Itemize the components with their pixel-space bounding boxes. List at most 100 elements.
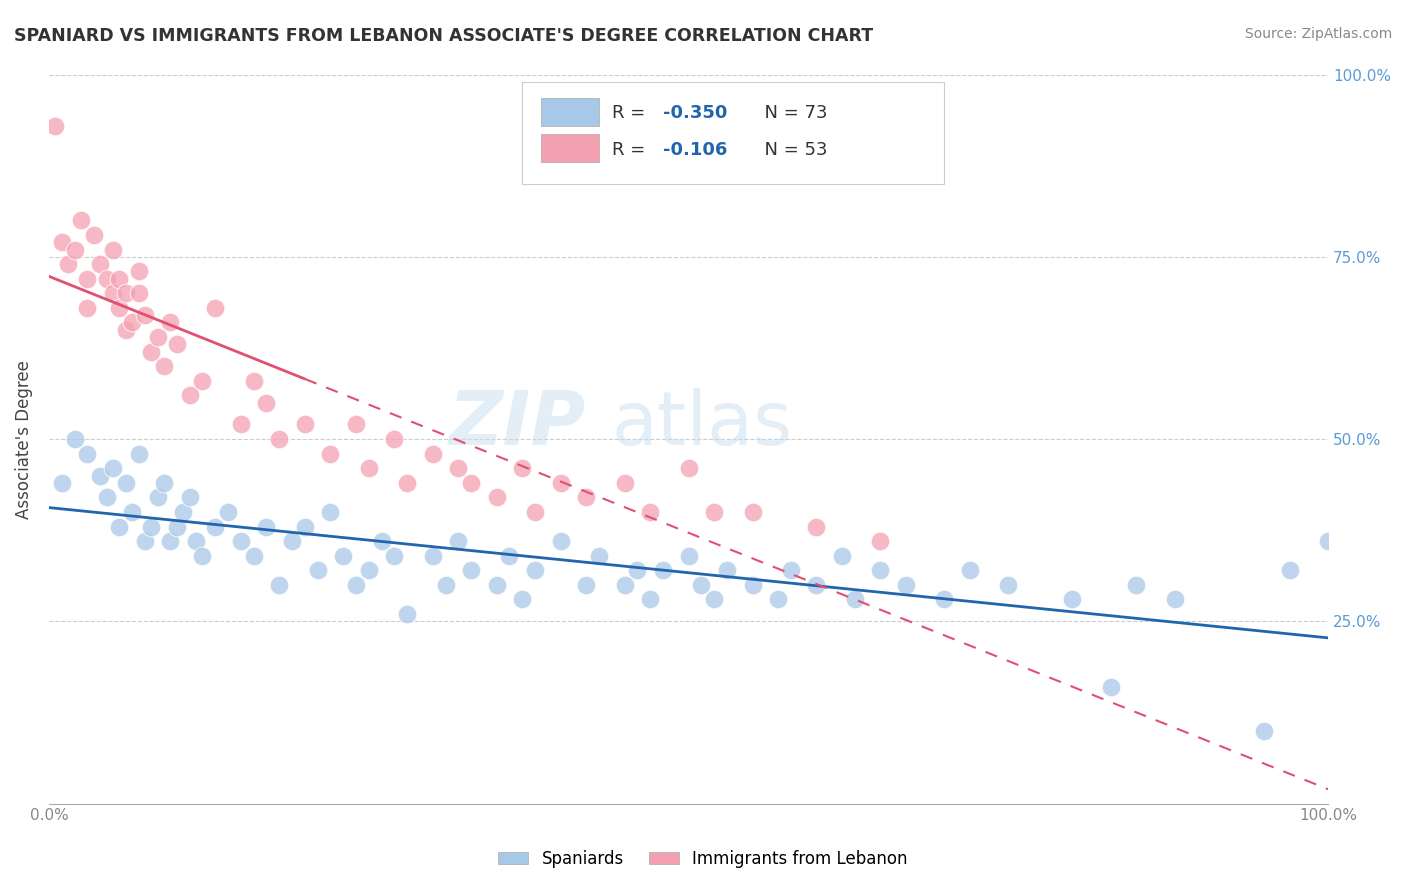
Point <box>588 549 610 563</box>
Point <box>229 534 252 549</box>
Y-axis label: Associate's Degree: Associate's Degree <box>15 359 32 518</box>
Point <box>179 388 201 402</box>
Point <box>76 271 98 285</box>
Point <box>766 592 789 607</box>
Legend: Spaniards, Immigrants from Lebanon: Spaniards, Immigrants from Lebanon <box>492 844 914 875</box>
Point <box>141 344 163 359</box>
Point <box>76 301 98 315</box>
Text: R =: R = <box>612 104 651 122</box>
Point <box>894 578 917 592</box>
Point <box>269 432 291 446</box>
Point <box>51 235 73 250</box>
Point <box>357 461 380 475</box>
Point <box>281 534 304 549</box>
Point <box>114 286 136 301</box>
Point <box>128 286 150 301</box>
Point <box>96 271 118 285</box>
Point <box>76 447 98 461</box>
Point <box>229 417 252 432</box>
Point <box>332 549 354 563</box>
Point <box>716 563 738 577</box>
Point <box>114 323 136 337</box>
Point <box>254 519 277 533</box>
Text: SPANIARD VS IMMIGRANTS FROM LEBANON ASSOCIATE'S DEGREE CORRELATION CHART: SPANIARD VS IMMIGRANTS FROM LEBANON ASSO… <box>14 27 873 45</box>
Point <box>396 475 419 490</box>
FancyBboxPatch shape <box>522 82 945 184</box>
Point <box>460 563 482 577</box>
Point <box>108 301 131 315</box>
Point <box>121 315 143 329</box>
Point <box>191 374 214 388</box>
Point <box>396 607 419 621</box>
Point <box>498 549 520 563</box>
Point <box>806 519 828 533</box>
Point <box>89 257 111 271</box>
Point <box>128 447 150 461</box>
Point <box>70 213 93 227</box>
Point <box>357 563 380 577</box>
Point <box>382 549 405 563</box>
FancyBboxPatch shape <box>541 135 599 162</box>
Text: ZIP: ZIP <box>449 388 586 461</box>
Point <box>626 563 648 577</box>
Point <box>56 257 79 271</box>
Point <box>447 461 470 475</box>
Point <box>678 549 700 563</box>
Point <box>422 447 444 461</box>
Point <box>114 475 136 490</box>
Point <box>108 519 131 533</box>
Point <box>166 337 188 351</box>
Point <box>184 534 207 549</box>
Point <box>550 534 572 549</box>
Point <box>959 563 981 577</box>
Point <box>575 491 598 505</box>
Point <box>179 491 201 505</box>
Text: -0.106: -0.106 <box>664 141 727 159</box>
Point <box>166 519 188 533</box>
Text: atlas: atlas <box>612 388 793 461</box>
Point <box>613 578 636 592</box>
Text: -0.350: -0.350 <box>664 104 727 122</box>
Point <box>191 549 214 563</box>
Point <box>254 395 277 409</box>
Point <box>613 475 636 490</box>
Point <box>159 315 181 329</box>
Point <box>690 578 713 592</box>
Point <box>153 475 176 490</box>
Point <box>1317 534 1340 549</box>
Point <box>806 578 828 592</box>
Point <box>382 432 405 446</box>
Point <box>217 505 239 519</box>
Point <box>307 563 329 577</box>
Text: N = 53: N = 53 <box>752 141 827 159</box>
Point <box>108 271 131 285</box>
Point <box>1163 592 1185 607</box>
Point <box>269 578 291 592</box>
Point <box>344 417 367 432</box>
Point <box>460 475 482 490</box>
FancyBboxPatch shape <box>541 98 599 126</box>
Point <box>134 534 156 549</box>
Point <box>159 534 181 549</box>
Point <box>89 468 111 483</box>
Point <box>524 563 547 577</box>
Point <box>63 432 86 446</box>
Point <box>575 578 598 592</box>
Point <box>1125 578 1147 592</box>
Point <box>638 592 661 607</box>
Point <box>153 359 176 373</box>
Point <box>101 286 124 301</box>
Point <box>51 475 73 490</box>
Point <box>128 264 150 278</box>
Point <box>134 308 156 322</box>
Point <box>1099 680 1122 694</box>
Point <box>344 578 367 592</box>
Text: N = 73: N = 73 <box>752 104 827 122</box>
Point <box>101 461 124 475</box>
Point <box>96 491 118 505</box>
Point <box>550 475 572 490</box>
Point <box>447 534 470 549</box>
Point <box>101 243 124 257</box>
Point <box>319 505 342 519</box>
Point <box>370 534 392 549</box>
